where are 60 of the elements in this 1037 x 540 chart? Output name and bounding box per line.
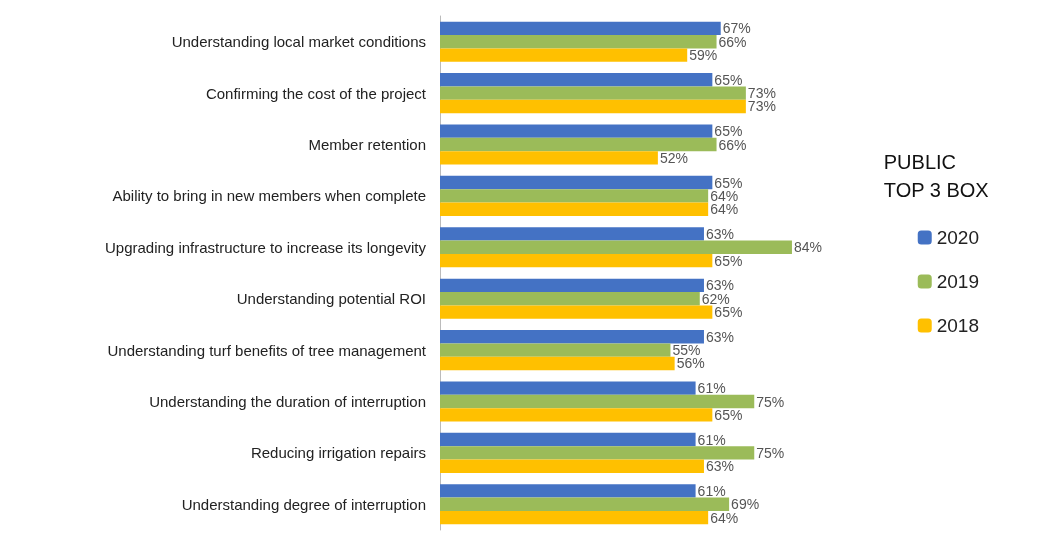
bar — [440, 35, 717, 49]
data-label: 65% — [714, 71, 743, 88]
bar — [440, 292, 700, 306]
y-tick-label: Confirming the cost of the project — [205, 84, 427, 102]
data-label: 63% — [705, 328, 734, 345]
data-label: 65% — [714, 252, 743, 269]
y-tick-label: Understanding degree of interruption — [181, 495, 426, 513]
bar — [440, 381, 696, 395]
legend-label: 2019 — [936, 271, 980, 292]
bar — [440, 86, 746, 100]
data-label: 84% — [793, 239, 822, 256]
bar — [440, 137, 717, 152]
data-label: 65% — [714, 304, 743, 321]
bar — [440, 48, 688, 62]
y-tick-label: Understanding the duration of interruption — [149, 393, 426, 410]
bar — [440, 99, 746, 114]
bar — [440, 432, 696, 447]
bar — [440, 227, 704, 241]
bar — [440, 510, 709, 525]
y-tick-label: Understanding local market conditions — [171, 33, 426, 51]
bar — [440, 394, 755, 409]
bar — [440, 21, 721, 36]
bar — [440, 305, 713, 319]
y-tick-label: Understanding potential ROI — [236, 290, 426, 308]
bar — [440, 278, 704, 293]
bar — [440, 240, 792, 254]
data-label: 61% — [697, 380, 726, 397]
bar — [440, 459, 704, 473]
bar — [440, 484, 696, 498]
bar — [440, 73, 713, 87]
bar — [440, 408, 713, 422]
data-label: 75% — [756, 393, 785, 410]
data-label: 63% — [705, 458, 734, 475]
bar — [440, 202, 709, 216]
legend-title: PUBLIC TOP 3 BOX — [883, 151, 989, 201]
bar — [440, 253, 713, 268]
data-label: 64% — [710, 201, 739, 218]
data-label: 61% — [697, 431, 726, 448]
data-label: 65% — [714, 406, 743, 423]
bar — [440, 151, 658, 165]
bar — [440, 189, 709, 203]
bar — [440, 497, 730, 511]
bar — [440, 356, 675, 371]
data-label: 63% — [705, 225, 734, 242]
bar — [440, 446, 755, 460]
y-tick-label: Ability to bring in new members when complete — [112, 187, 426, 205]
legend-label: 2018 — [936, 315, 980, 336]
bar — [440, 175, 713, 190]
legend-label: 2020 — [936, 227, 980, 248]
data-label: 59% — [689, 47, 718, 64]
data-label: 61% — [697, 482, 726, 499]
data-label: 75% — [756, 444, 785, 461]
bar — [440, 343, 671, 357]
y-tick-label: Upgrading infrastructure to increase its longevity — [105, 238, 427, 256]
bar — [440, 124, 713, 138]
y-tick-label: Understanding turf benefits of tree management — [107, 341, 427, 359]
y-tick-label: Member retention — [308, 136, 426, 153]
y-tick-label: Reducing irrigation repairs — [250, 444, 426, 462]
bar — [440, 330, 704, 344]
data-label: 52% — [659, 149, 688, 166]
